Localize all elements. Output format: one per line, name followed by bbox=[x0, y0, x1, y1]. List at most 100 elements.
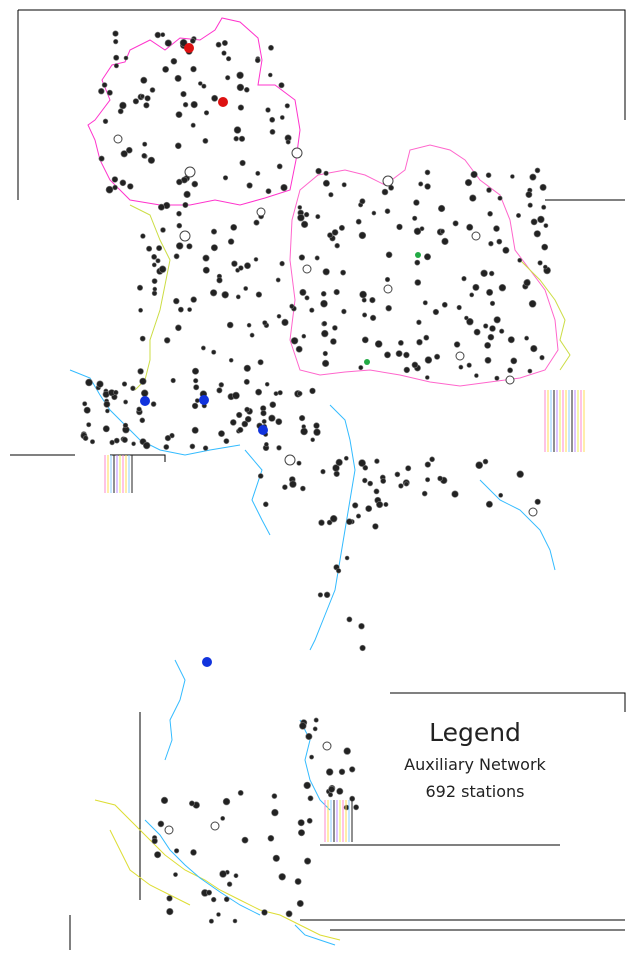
station-marker bbox=[403, 481, 409, 487]
station-marker bbox=[155, 258, 161, 264]
station-marker bbox=[303, 781, 311, 790]
station-marker bbox=[132, 98, 139, 105]
station-marker bbox=[225, 75, 231, 81]
station-marker bbox=[416, 319, 422, 325]
station-marker bbox=[341, 308, 347, 315]
station-marker bbox=[472, 283, 480, 291]
station-marker bbox=[539, 183, 547, 191]
station-marker bbox=[255, 291, 263, 298]
station-marker bbox=[176, 210, 182, 217]
station-marker bbox=[226, 56, 232, 62]
station-open bbox=[164, 825, 174, 835]
station-marker bbox=[301, 220, 309, 228]
station-marker bbox=[230, 223, 238, 231]
station-marker bbox=[96, 380, 104, 388]
station-marker bbox=[358, 365, 364, 371]
station-marker bbox=[296, 899, 304, 907]
open-stations bbox=[113, 134, 538, 835]
station-marker bbox=[370, 314, 377, 322]
station-red bbox=[218, 97, 228, 107]
station-marker bbox=[190, 38, 196, 44]
station-marker bbox=[160, 796, 169, 805]
station-marker bbox=[437, 475, 443, 482]
station-marker bbox=[335, 458, 343, 467]
station-marker bbox=[202, 445, 209, 451]
glitch-bars bbox=[104, 390, 585, 842]
station-marker bbox=[331, 229, 339, 236]
station-marker bbox=[142, 141, 148, 147]
station-marker bbox=[230, 419, 237, 426]
station-marker bbox=[321, 329, 329, 338]
station-marker bbox=[497, 195, 503, 201]
station-marker bbox=[86, 422, 92, 428]
station-marker bbox=[290, 337, 299, 345]
station-marker bbox=[102, 118, 109, 125]
station-marker bbox=[174, 848, 180, 854]
station-marker bbox=[233, 126, 242, 134]
station-marker bbox=[330, 338, 337, 345]
station-marker bbox=[147, 156, 155, 164]
station-marker bbox=[489, 270, 495, 277]
station-marker bbox=[253, 257, 259, 262]
station-marker bbox=[173, 253, 180, 260]
station-marker bbox=[474, 373, 479, 378]
station-marker bbox=[276, 313, 282, 319]
station-marker bbox=[466, 223, 474, 231]
station-marker bbox=[244, 415, 252, 423]
station-marker bbox=[193, 384, 200, 391]
station-marker bbox=[362, 477, 368, 484]
region-north bbox=[87, 17, 301, 206]
station-marker bbox=[119, 179, 127, 187]
station-marker bbox=[101, 82, 108, 88]
legend-network: Auxiliary Network bbox=[404, 755, 546, 774]
station-marker bbox=[156, 245, 163, 252]
station-marker bbox=[113, 54, 120, 61]
station-marker bbox=[239, 159, 246, 167]
station-marker bbox=[232, 918, 238, 924]
station-marker bbox=[358, 459, 366, 467]
station-marker bbox=[473, 328, 481, 336]
station-marker bbox=[236, 411, 243, 419]
station-marker bbox=[141, 389, 149, 397]
station-marker bbox=[469, 292, 475, 298]
station-marker bbox=[157, 820, 165, 828]
station-marker bbox=[227, 238, 235, 245]
station-marker bbox=[139, 377, 147, 385]
station-marker bbox=[414, 279, 422, 286]
station-marker bbox=[260, 410, 267, 417]
station-marker bbox=[299, 722, 307, 730]
station-marker bbox=[322, 350, 328, 357]
station-marker bbox=[246, 322, 252, 328]
station-marker bbox=[333, 289, 340, 296]
station-marker bbox=[534, 167, 541, 174]
station-marker bbox=[264, 381, 270, 387]
station-marker bbox=[422, 300, 428, 306]
station-marker bbox=[265, 188, 272, 195]
station-marker bbox=[338, 768, 346, 775]
station-marker bbox=[507, 367, 513, 374]
station-open bbox=[256, 207, 266, 217]
station-marker bbox=[498, 492, 504, 498]
station-marker bbox=[458, 364, 464, 370]
station-marker bbox=[121, 436, 128, 444]
legend: Legend Auxiliary Network 692 stations bbox=[390, 698, 560, 801]
station-marker bbox=[413, 227, 422, 236]
station-marker bbox=[385, 305, 392, 312]
station-marker bbox=[226, 881, 233, 887]
station-marker bbox=[231, 260, 238, 267]
station-marker bbox=[541, 243, 549, 251]
station-marker bbox=[164, 337, 171, 344]
station-marker bbox=[216, 912, 221, 917]
station-marker bbox=[126, 146, 133, 154]
station-marker bbox=[543, 223, 549, 228]
station-marker bbox=[313, 422, 320, 429]
station-marker bbox=[143, 441, 151, 450]
station-marker bbox=[166, 895, 173, 902]
station-marker bbox=[517, 257, 523, 263]
station-marker bbox=[424, 183, 431, 190]
station-marker bbox=[537, 215, 545, 224]
station-open bbox=[210, 821, 220, 831]
station-marker bbox=[174, 74, 182, 82]
station-marker bbox=[170, 377, 176, 384]
